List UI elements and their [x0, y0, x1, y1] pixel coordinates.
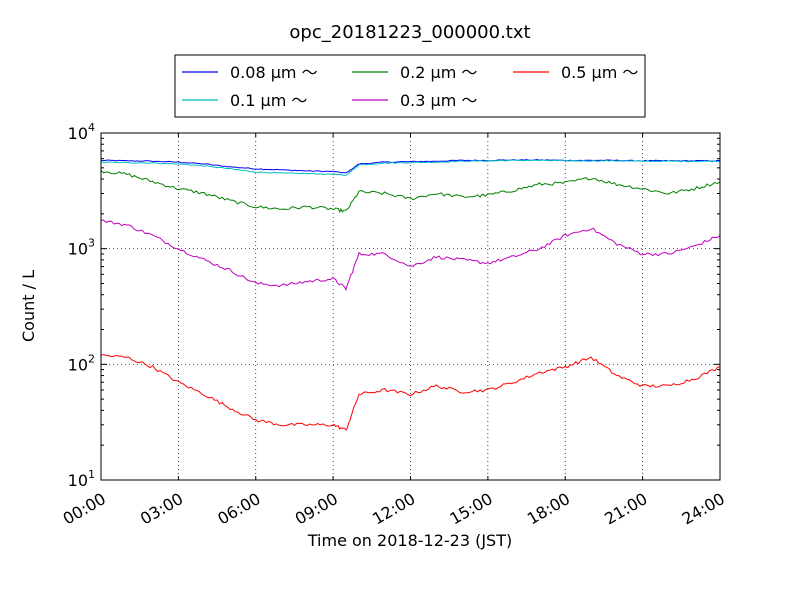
- y-tick-mantissa: 10: [68, 124, 88, 143]
- series-line: [100, 219, 721, 292]
- y-tick-mantissa: 10: [68, 355, 88, 374]
- x-tick-label: 21:00: [601, 489, 650, 529]
- legend-label: 0.5 μm ～: [561, 63, 638, 82]
- x-tick-label: 06:00: [214, 489, 263, 529]
- y-tick-exponent: 1: [88, 468, 95, 481]
- y-tick-mantissa: 10: [68, 240, 88, 259]
- y-tick-label: 103: [68, 237, 95, 259]
- y-tick-label: 101: [68, 468, 95, 490]
- series-lines: [100, 158, 721, 431]
- x-axis-label: Time on 2018-12-23 (JST): [307, 531, 512, 550]
- legend-label: 0.08 μm ～: [230, 63, 318, 82]
- y-tick-exponent: 4: [88, 121, 95, 134]
- y-tick-label: 104: [68, 121, 95, 143]
- y-tick-exponent: 3: [88, 237, 95, 250]
- legend-label: 0.3 μm ～: [400, 91, 477, 110]
- x-tick-label: 24:00: [679, 489, 728, 529]
- y-tick-exponent: 2: [88, 352, 95, 365]
- x-tick-label: 18:00: [524, 489, 573, 529]
- x-tick-label: 15:00: [446, 489, 495, 529]
- x-tick-label: 09:00: [292, 489, 341, 529]
- legend-box: [174, 54, 646, 118]
- series-line: [100, 353, 721, 431]
- y-tick-label: 102: [68, 352, 95, 374]
- grid: [101, 133, 720, 480]
- series-line: [100, 170, 721, 214]
- series-line: [100, 159, 721, 177]
- legend-label: 0.1 μm ～: [230, 91, 307, 110]
- series-line: [100, 158, 721, 174]
- x-tick-label: 03:00: [137, 489, 186, 529]
- legend-label: 0.2 μm ～: [400, 63, 477, 82]
- chart-title: opc_20181223_000000.txt: [289, 22, 530, 43]
- x-tick-label: 12:00: [369, 489, 418, 529]
- y-axis-label: Count / L: [19, 270, 38, 342]
- axes: 00:00 03:00 06:00 09:00 12:00 15:00 18:00 21:00…: [60, 121, 728, 529]
- legend: 0.08 μm ～ 0.1 μm ～ 0.2 μm ～ 0.3 μm ～ 0.5 μm …: [174, 54, 646, 118]
- y-tick-mantissa: 10: [68, 471, 88, 490]
- x-tick-label: 00:00: [60, 489, 109, 529]
